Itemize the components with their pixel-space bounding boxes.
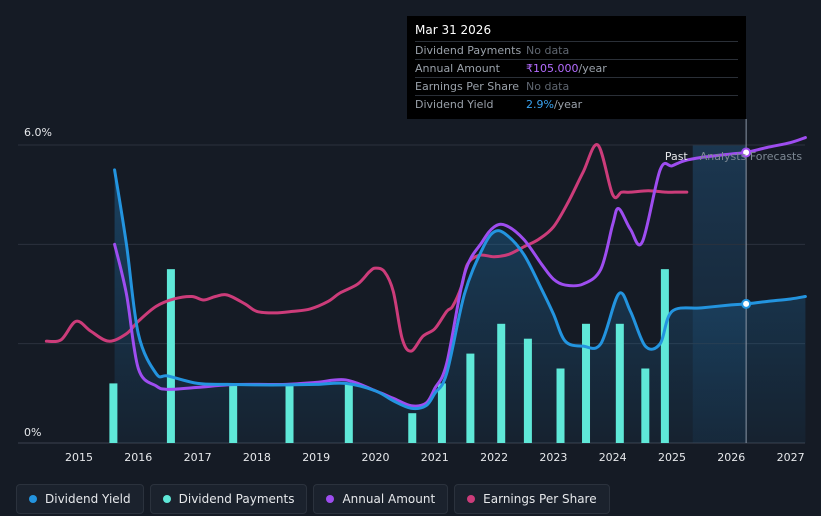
dividend-payment-bar[interactable] bbox=[166, 269, 175, 443]
tooltip-value: 2.9% bbox=[526, 98, 554, 111]
legend-annual-amount[interactable]: Annual Amount bbox=[313, 484, 449, 514]
dividend-payment-bar[interactable] bbox=[497, 323, 506, 443]
tooltip-suffix: /year bbox=[553, 98, 583, 111]
legend-label: Dividend Payments bbox=[178, 492, 295, 506]
x-tick-label: 2022 bbox=[480, 451, 508, 464]
dividend-payment-bar[interactable] bbox=[229, 383, 238, 443]
dividend-payment-bar[interactable] bbox=[556, 368, 565, 444]
x-tick-label: 2021 bbox=[421, 451, 449, 464]
dividend-payment-bar[interactable] bbox=[641, 368, 650, 444]
legend-dividend-payments[interactable]: Dividend Payments bbox=[149, 484, 308, 514]
dividend-payment-bar[interactable] bbox=[660, 269, 669, 443]
tooltip-label: Annual Amount bbox=[415, 62, 500, 75]
legend-label: Earnings Per Share bbox=[483, 492, 597, 506]
dividend-payment-bar[interactable] bbox=[582, 323, 591, 443]
dividend-payment-bar[interactable] bbox=[408, 413, 417, 443]
legend-label: Dividend Yield bbox=[45, 492, 131, 506]
tooltip-suffix: /year bbox=[578, 62, 607, 75]
x-tick-label: 2023 bbox=[539, 451, 567, 464]
x-tick-label: 2016 bbox=[124, 451, 152, 464]
past-region-label: Past bbox=[665, 150, 689, 163]
legend-dot-icon bbox=[162, 495, 171, 503]
tooltip-value: ₹105.000 bbox=[526, 62, 579, 75]
tooltip-label: Dividend Yield bbox=[415, 98, 494, 111]
dividend-payment-bar[interactable] bbox=[344, 383, 353, 443]
dividend-payment-bar[interactable] bbox=[523, 338, 532, 443]
dividend-payment-bar[interactable] bbox=[466, 353, 475, 443]
chart-legend: Dividend Yield Dividend Payments Annual … bbox=[16, 484, 610, 514]
data-tooltip: Mar 31 2026 Dividend Payments No data An… bbox=[407, 16, 746, 119]
x-tick-label: 2025 bbox=[658, 451, 686, 464]
dividend-payment-bar[interactable] bbox=[285, 383, 294, 443]
legend-dot-icon bbox=[326, 495, 335, 503]
tooltip-row: Dividend Yield 2.9%/year bbox=[415, 95, 738, 113]
dividend-payment-bar[interactable] bbox=[109, 383, 118, 443]
tooltip-value: No data bbox=[526, 44, 570, 57]
legend-label: Annual Amount bbox=[342, 492, 436, 506]
legend-dividend-yield[interactable]: Dividend Yield bbox=[16, 484, 144, 514]
x-tick-label: 2024 bbox=[599, 451, 627, 464]
legend-dot-icon bbox=[467, 495, 476, 503]
legend-earnings-per-share[interactable]: Earnings Per Share bbox=[454, 484, 610, 514]
y-axis-min-label: 0% bbox=[24, 426, 41, 439]
tooltip-row: Annual Amount ₹105.000/year bbox=[415, 59, 738, 77]
tooltip-value: No data bbox=[526, 80, 570, 93]
tooltip-label: Earnings Per Share bbox=[415, 80, 520, 93]
x-tick-label: 2019 bbox=[302, 451, 330, 464]
dividend-yield-area bbox=[114, 169, 806, 444]
x-tick-label: 2027 bbox=[777, 451, 805, 464]
tooltip-row: Dividend Payments No data bbox=[415, 41, 738, 59]
dividend-yield-line[interactable] bbox=[113, 168, 807, 411]
dividend-yield-marker bbox=[741, 298, 752, 309]
earnings-per-share-line[interactable] bbox=[44, 143, 689, 353]
legend-dot-icon bbox=[29, 495, 37, 503]
x-tick-label: 2020 bbox=[362, 451, 390, 464]
dividend-payment-bar[interactable] bbox=[615, 323, 624, 443]
tooltip-row: Earnings Per Share No data bbox=[415, 77, 738, 95]
annual-amount-marker bbox=[741, 147, 752, 158]
dividend-payment-bar[interactable] bbox=[437, 383, 446, 443]
y-axis-max-label: 6.0% bbox=[24, 126, 52, 139]
x-tick-label: 2015 bbox=[65, 451, 93, 464]
tooltip-date: Mar 31 2026 bbox=[415, 23, 492, 37]
forecast-region-label: Analysts Forecasts bbox=[700, 150, 803, 163]
x-tick-label: 2017 bbox=[184, 451, 212, 464]
tooltip-label: Dividend Payments bbox=[415, 44, 522, 57]
x-tick-label: 2026 bbox=[717, 451, 745, 464]
x-tick-label: 2018 bbox=[243, 451, 271, 464]
